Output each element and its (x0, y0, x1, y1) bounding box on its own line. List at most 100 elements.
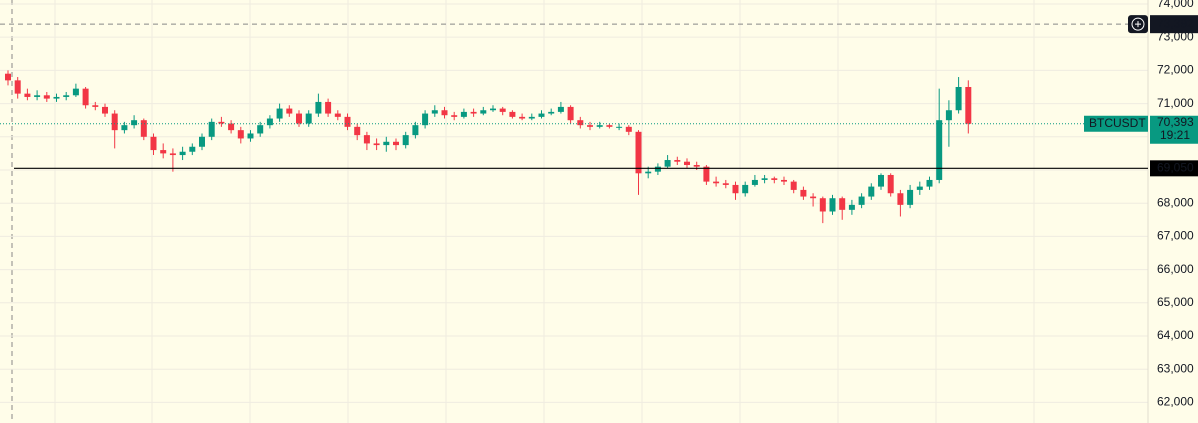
candle-body (5, 73, 11, 81)
candle-body (150, 136, 157, 151)
candle-body (635, 131, 642, 174)
y-tick-label: 72,000 (1157, 63, 1194, 77)
candle-body (315, 101, 322, 114)
candle-body (490, 108, 496, 111)
candle-body (179, 151, 186, 156)
candle-body (354, 126, 361, 136)
candle-body (907, 189, 914, 205)
candle-body (72, 88, 79, 96)
y-tick-label: 64,000 (1157, 328, 1194, 342)
candle-body (848, 204, 855, 210)
candle-body (82, 88, 89, 106)
candle-body (965, 86, 972, 124)
candle-body (645, 171, 652, 174)
candle-body (121, 125, 128, 131)
candle-body (538, 113, 545, 117)
candle-body (402, 135, 409, 146)
candle-body (480, 110, 487, 114)
candle-body (868, 186, 875, 197)
candle-body (228, 123, 235, 131)
candle-body (412, 125, 419, 136)
candle-body (587, 125, 593, 127)
candle-body (916, 186, 923, 190)
candle-body (247, 133, 254, 139)
last-price-label: 70,393 (1157, 115, 1194, 129)
candle-body (858, 196, 865, 205)
candle-body (625, 126, 632, 132)
symbol-label: BTCUSDT (1089, 116, 1146, 130)
candle-body (383, 141, 390, 146)
candle-body (664, 160, 671, 167)
candle-body (606, 125, 613, 127)
candle-body (509, 111, 516, 117)
candle-body (713, 181, 720, 184)
candle-body (732, 184, 739, 194)
y-tick-label: 68,000 (1157, 195, 1194, 209)
candle-body (528, 116, 535, 119)
candle-body (266, 118, 273, 126)
y-tick-label: 63,000 (1157, 361, 1194, 375)
y-tick-label: 66,000 (1157, 262, 1194, 276)
candle-body (878, 174, 884, 187)
candle-body (422, 113, 429, 126)
y-tick-label: 67,000 (1157, 229, 1194, 243)
candle-body (548, 111, 555, 114)
candle-body (92, 105, 99, 107)
candle-body (53, 96, 60, 99)
candle-body (393, 141, 399, 146)
candle-body (829, 198, 836, 212)
candle-body (189, 146, 196, 152)
y-tick-label: 71,000 (1157, 96, 1194, 110)
candle-body (102, 106, 108, 114)
candle-body (810, 196, 817, 199)
candle-body (674, 160, 681, 162)
candle-body (363, 135, 370, 144)
last-price-box (1150, 115, 1198, 144)
candle-body (742, 184, 749, 194)
candle-body (276, 108, 283, 119)
hline-label: 69,050 (1157, 161, 1194, 175)
candle-body (63, 95, 70, 97)
candle-body (131, 120, 138, 126)
candle-body (43, 95, 50, 99)
candle-body (790, 181, 797, 190)
candle-body (237, 130, 244, 139)
candle-body (334, 113, 341, 117)
candle-body (325, 101, 332, 114)
candle-body (431, 110, 438, 114)
symbol-box (1084, 115, 1148, 132)
crosshair-label: 73,392 (1157, 16, 1194, 30)
candle-body (373, 143, 380, 146)
candle-body (955, 86, 962, 111)
candle-body (470, 111, 477, 114)
candle-body (441, 110, 448, 116)
candle-body (693, 165, 700, 167)
candle-body (567, 106, 574, 121)
add-alert-icon (1131, 17, 1145, 31)
candle-body (800, 189, 807, 197)
countdown-label: 19:21 (1160, 128, 1190, 142)
candle-body (936, 120, 943, 180)
candle-body (926, 179, 933, 187)
crosshair-label-box (1150, 15, 1198, 34)
candle-body (460, 111, 467, 117)
candle-body (14, 80, 21, 94)
candle-body (654, 166, 661, 172)
candle-body (111, 113, 118, 131)
add-alert-plus (1135, 21, 1141, 28)
candle-body (596, 125, 603, 127)
candle-body (499, 108, 506, 112)
candle-body (208, 121, 215, 137)
candle-body (684, 161, 690, 166)
candle-body (169, 153, 176, 156)
candle-body (945, 110, 952, 121)
y-tick-label: 74,000 (1157, 0, 1194, 10)
candle-body (761, 178, 768, 180)
time-grid (54, 0, 1035, 423)
candle-body (839, 198, 846, 210)
candle-body (577, 120, 584, 126)
candle-body (24, 93, 31, 97)
candle-body (722, 183, 729, 185)
